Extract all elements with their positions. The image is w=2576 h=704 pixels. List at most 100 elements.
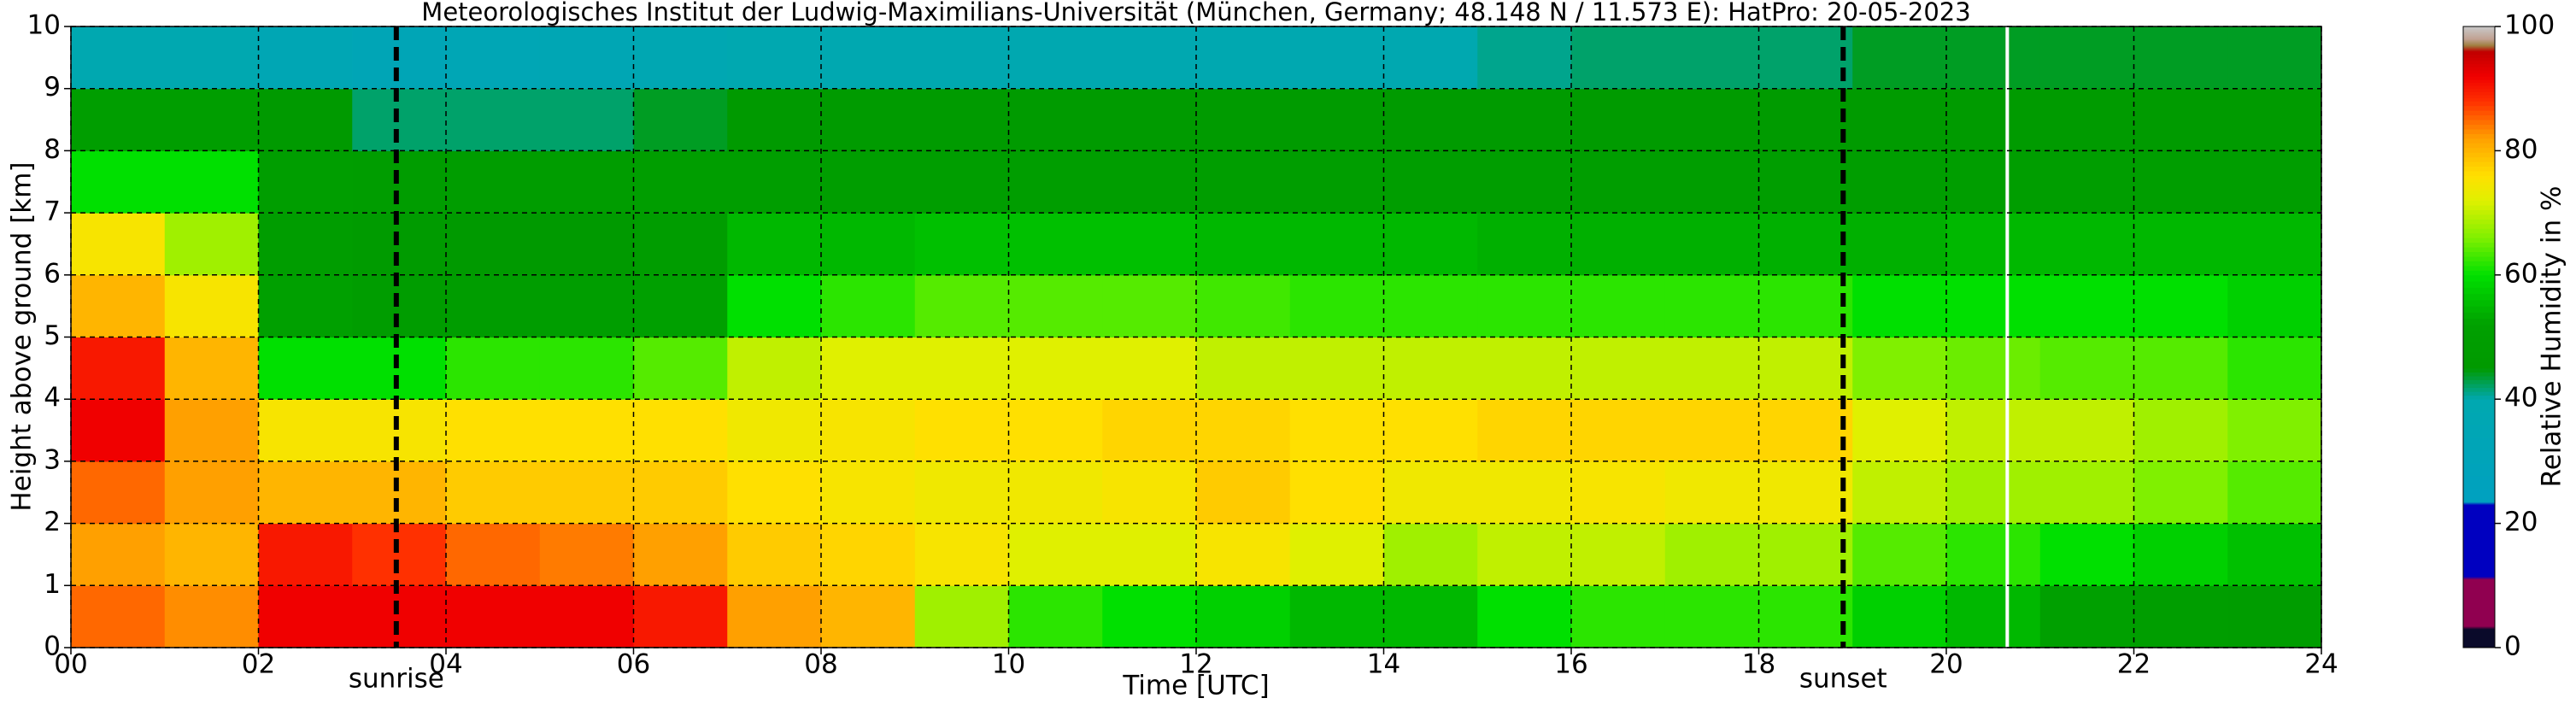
heat-cell xyxy=(1102,26,1197,90)
colorbar-segment xyxy=(2463,341,2495,347)
colorbar-segment xyxy=(2463,242,2495,248)
y-tick-label: 8 xyxy=(44,134,61,165)
y-tick-label: 5 xyxy=(44,320,61,351)
colorbar-segment xyxy=(2463,152,2495,158)
heat-cell xyxy=(1477,337,1572,400)
heat-cell xyxy=(1196,337,1291,400)
heat-cell xyxy=(2039,399,2134,462)
heat-cell xyxy=(164,461,259,525)
annotation-label: sunset xyxy=(1799,664,1887,695)
colorbar-segment xyxy=(2463,42,2495,44)
heat-cell xyxy=(539,585,634,648)
heat-cell xyxy=(446,26,541,90)
heat-cell xyxy=(539,274,634,337)
heat-cell xyxy=(633,274,728,337)
heat-cell xyxy=(633,213,728,276)
heat-cell xyxy=(1383,26,1478,90)
colorbar-segment xyxy=(2463,645,2495,648)
colorbar-segment xyxy=(2463,91,2495,96)
heat-cell xyxy=(164,585,259,648)
colorbar-segment xyxy=(2463,175,2495,179)
plot-frame xyxy=(70,26,2322,648)
heat-cell xyxy=(1946,585,2041,648)
colorbar-segment xyxy=(2463,375,2495,380)
heat-cell xyxy=(2227,26,2322,90)
heat-cell xyxy=(1008,337,1103,400)
colorbar-segment xyxy=(2463,531,2495,542)
colorbar-segment xyxy=(2463,45,2495,48)
heat-cell xyxy=(1383,523,1478,586)
heat-cell xyxy=(1946,88,2041,151)
colorbar-segment xyxy=(2463,489,2495,502)
heat-cell xyxy=(352,150,447,214)
heat-cell xyxy=(164,88,259,151)
colorbar-segment xyxy=(2463,362,2495,369)
heat-cell xyxy=(1852,523,1947,586)
heat-cell xyxy=(2039,523,2134,586)
colorbar-segment xyxy=(2463,638,2495,642)
heat-cell xyxy=(821,274,916,337)
heat-cell xyxy=(1852,399,1947,462)
heat-cell xyxy=(71,26,166,90)
heat-cell xyxy=(2133,523,2228,586)
heat-cell xyxy=(352,399,447,462)
heat-cell xyxy=(914,523,1009,586)
heat-cell xyxy=(1196,274,1291,337)
colorbar-segment xyxy=(2463,197,2495,202)
heat-cell xyxy=(1008,461,1103,525)
heat-cell xyxy=(2039,337,2134,400)
colorbar-segment xyxy=(2463,504,2495,514)
colorbar-segment xyxy=(2463,631,2495,635)
heat-cell xyxy=(633,88,728,151)
colorbar-segment xyxy=(2463,613,2495,621)
heat-cell xyxy=(1289,274,1384,337)
heat-cell xyxy=(164,26,259,90)
heat-cell xyxy=(258,150,353,214)
colorbar-segment xyxy=(2463,73,2495,77)
colorbar-segment xyxy=(2463,39,2495,41)
y-tick-label: 0 xyxy=(44,631,61,662)
colorbar-segment xyxy=(2463,188,2495,192)
heat-cell xyxy=(258,399,353,462)
colorbar-segment xyxy=(2463,97,2495,102)
colorbar-segment xyxy=(2463,44,2495,47)
heat-cell xyxy=(1102,399,1197,462)
heat-cell xyxy=(258,461,353,525)
heat-cell xyxy=(1571,88,1666,151)
colorbar-segment xyxy=(2463,522,2495,532)
colorbar-segment xyxy=(2463,549,2495,559)
colorbar-segment xyxy=(2463,399,2495,413)
colorbar-segment xyxy=(2463,156,2495,162)
heat-cell xyxy=(1196,26,1291,90)
heat-cell xyxy=(1758,523,1853,586)
x-tick-label: 16 xyxy=(1554,649,1587,680)
colorbar-segment xyxy=(2463,194,2495,198)
heat-cell xyxy=(1477,523,1572,586)
x-tick-label: 12 xyxy=(1179,649,1212,680)
heat-cell xyxy=(1383,585,1478,648)
heat-cell xyxy=(1383,88,1478,151)
colorbar-segment xyxy=(2463,57,2495,62)
y-axis-label: Height above ground [km] xyxy=(7,161,38,511)
heat-cell xyxy=(914,399,1009,462)
heat-cell xyxy=(1571,461,1666,525)
heat-cell xyxy=(2039,150,2134,214)
colorbar-segment xyxy=(2463,232,2495,238)
heat-cell xyxy=(1946,337,2041,400)
heat-cell xyxy=(1946,26,2041,90)
colorbar-segment xyxy=(2463,629,2495,632)
heat-cell xyxy=(1852,88,1947,151)
colorbar-segment xyxy=(2463,69,2495,74)
colorbar-segment xyxy=(2463,391,2495,396)
heat-cell xyxy=(1758,337,1853,400)
colorbar-segment xyxy=(2463,110,2495,116)
heat-cell xyxy=(1571,337,1666,400)
heat-cell xyxy=(2227,399,2322,462)
colorbar-segment xyxy=(2463,31,2495,33)
colorbar-segment xyxy=(2463,105,2495,111)
heat-cell xyxy=(164,337,259,400)
heat-cell xyxy=(914,150,1009,214)
heat-cell xyxy=(1946,399,2041,462)
heat-cell xyxy=(1477,585,1572,648)
heat-cell xyxy=(2133,88,2228,151)
